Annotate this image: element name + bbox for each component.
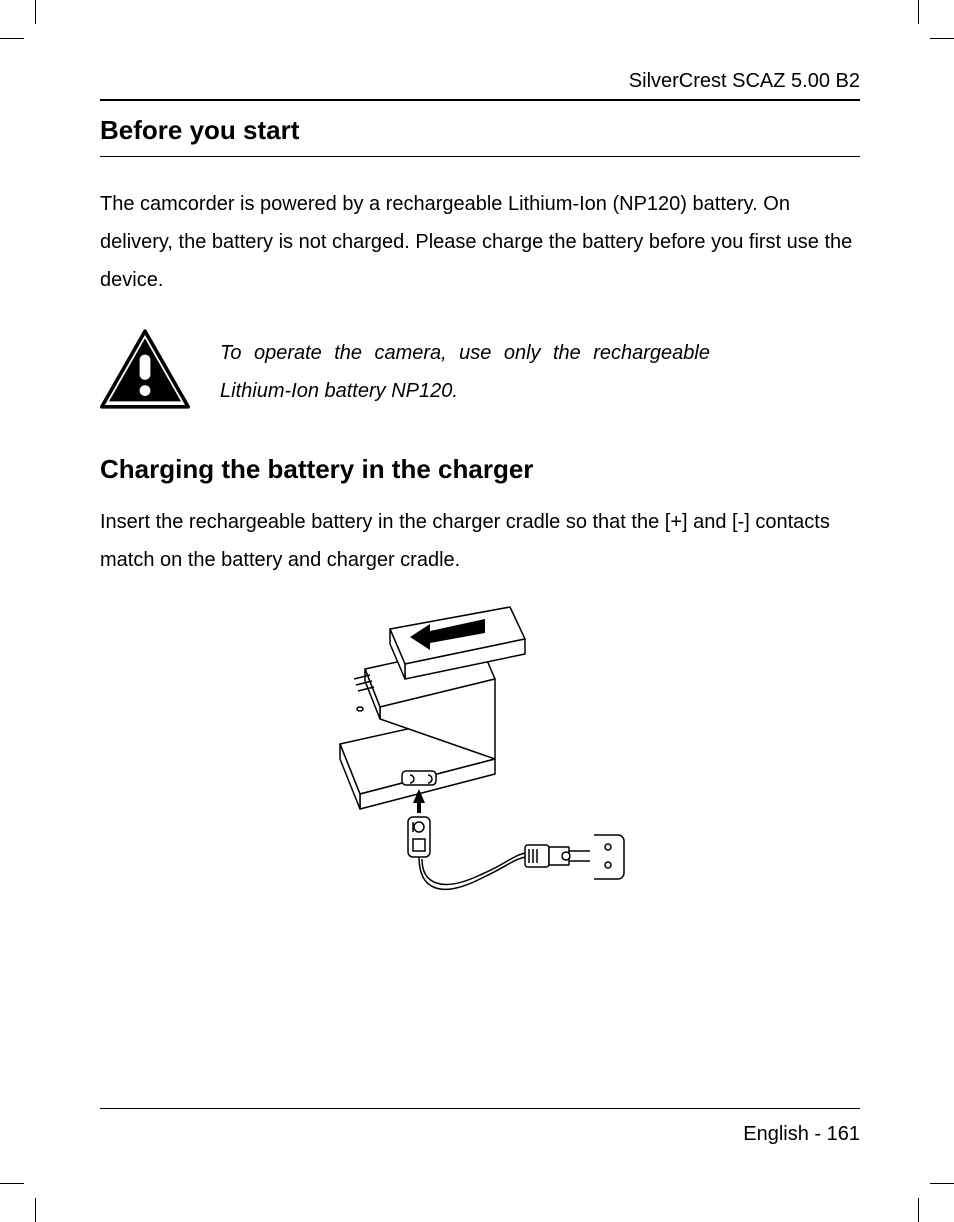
page-content: SilverCrest SCAZ 5.00 B2 Before you star…	[100, 70, 860, 909]
crop-mark	[930, 38, 954, 39]
section-title: Before you start	[100, 115, 860, 146]
intro-paragraph: The camcorder is powered by a rechargeab…	[100, 185, 860, 299]
warning-triangle-icon	[100, 329, 190, 414]
product-header: SilverCrest SCAZ 5.00 B2	[100, 70, 860, 93]
crop-mark	[930, 1183, 954, 1184]
charger-diagram	[100, 599, 860, 909]
subsection-title: Charging the battery in the charger	[100, 454, 860, 485]
footer-separator: -	[809, 1123, 827, 1145]
crop-mark	[35, 0, 36, 24]
footer-language: English	[743, 1123, 809, 1145]
crop-mark	[918, 0, 919, 24]
crop-mark	[35, 1198, 36, 1222]
crop-mark	[0, 38, 24, 39]
crop-mark	[0, 1183, 24, 1184]
warning-block: To operate the camera, use only the rech…	[100, 329, 860, 414]
subsection-paragraph: Insert the rechargeable battery in the c…	[100, 503, 860, 579]
warning-text: To operate the camera, use only the rech…	[220, 334, 710, 410]
footer-text: English - 161	[100, 1123, 860, 1146]
header-rule	[100, 99, 860, 101]
page-footer: English - 161	[100, 1108, 860, 1146]
footer-page-number: 161	[827, 1123, 860, 1145]
crop-mark	[918, 1198, 919, 1222]
footer-rule	[100, 1108, 860, 1109]
section-rule	[100, 156, 860, 157]
